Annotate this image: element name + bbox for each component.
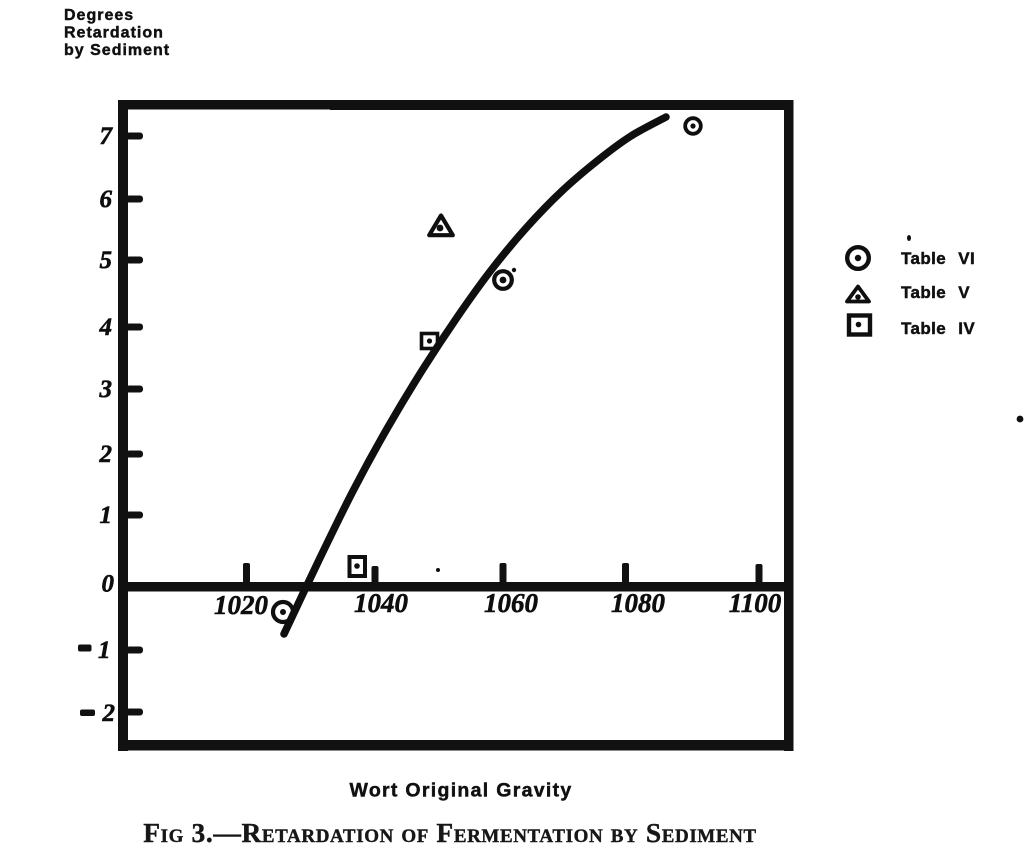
- svg-text:4: 4: [99, 314, 113, 341]
- svg-text:1040: 1040: [354, 588, 409, 618]
- svg-text:2: 2: [99, 441, 113, 468]
- svg-text:1080: 1080: [611, 588, 666, 618]
- svg-text:Fig 3.—Retardation of Fermenta: Fig 3.—Retardation of Fermentation by Se…: [143, 817, 756, 848]
- svg-text:1020: 1020: [214, 590, 269, 620]
- svg-text:Table V: Table V: [901, 283, 970, 302]
- svg-text:1100: 1100: [729, 588, 782, 618]
- svg-text:6: 6: [100, 186, 113, 213]
- svg-text:1060: 1060: [484, 588, 539, 618]
- svg-text:3: 3: [99, 376, 113, 403]
- svg-text:2: 2: [102, 700, 116, 727]
- svg-text:Retardation: Retardation: [64, 25, 164, 42]
- svg-text:by Sediment: by Sediment: [64, 42, 170, 59]
- svg-text:Wort Original Gravity: Wort Original Gravity: [349, 780, 572, 802]
- svg-text:0: 0: [102, 571, 115, 598]
- svg-text:5: 5: [100, 247, 113, 274]
- svg-text:7: 7: [100, 123, 114, 150]
- svg-text:Table VI: Table VI: [901, 249, 975, 268]
- svg-text:1: 1: [100, 502, 113, 529]
- svg-text:1: 1: [98, 637, 111, 664]
- svg-text:Table IV: Table IV: [901, 319, 975, 338]
- svg-text:Degrees: Degrees: [64, 7, 134, 24]
